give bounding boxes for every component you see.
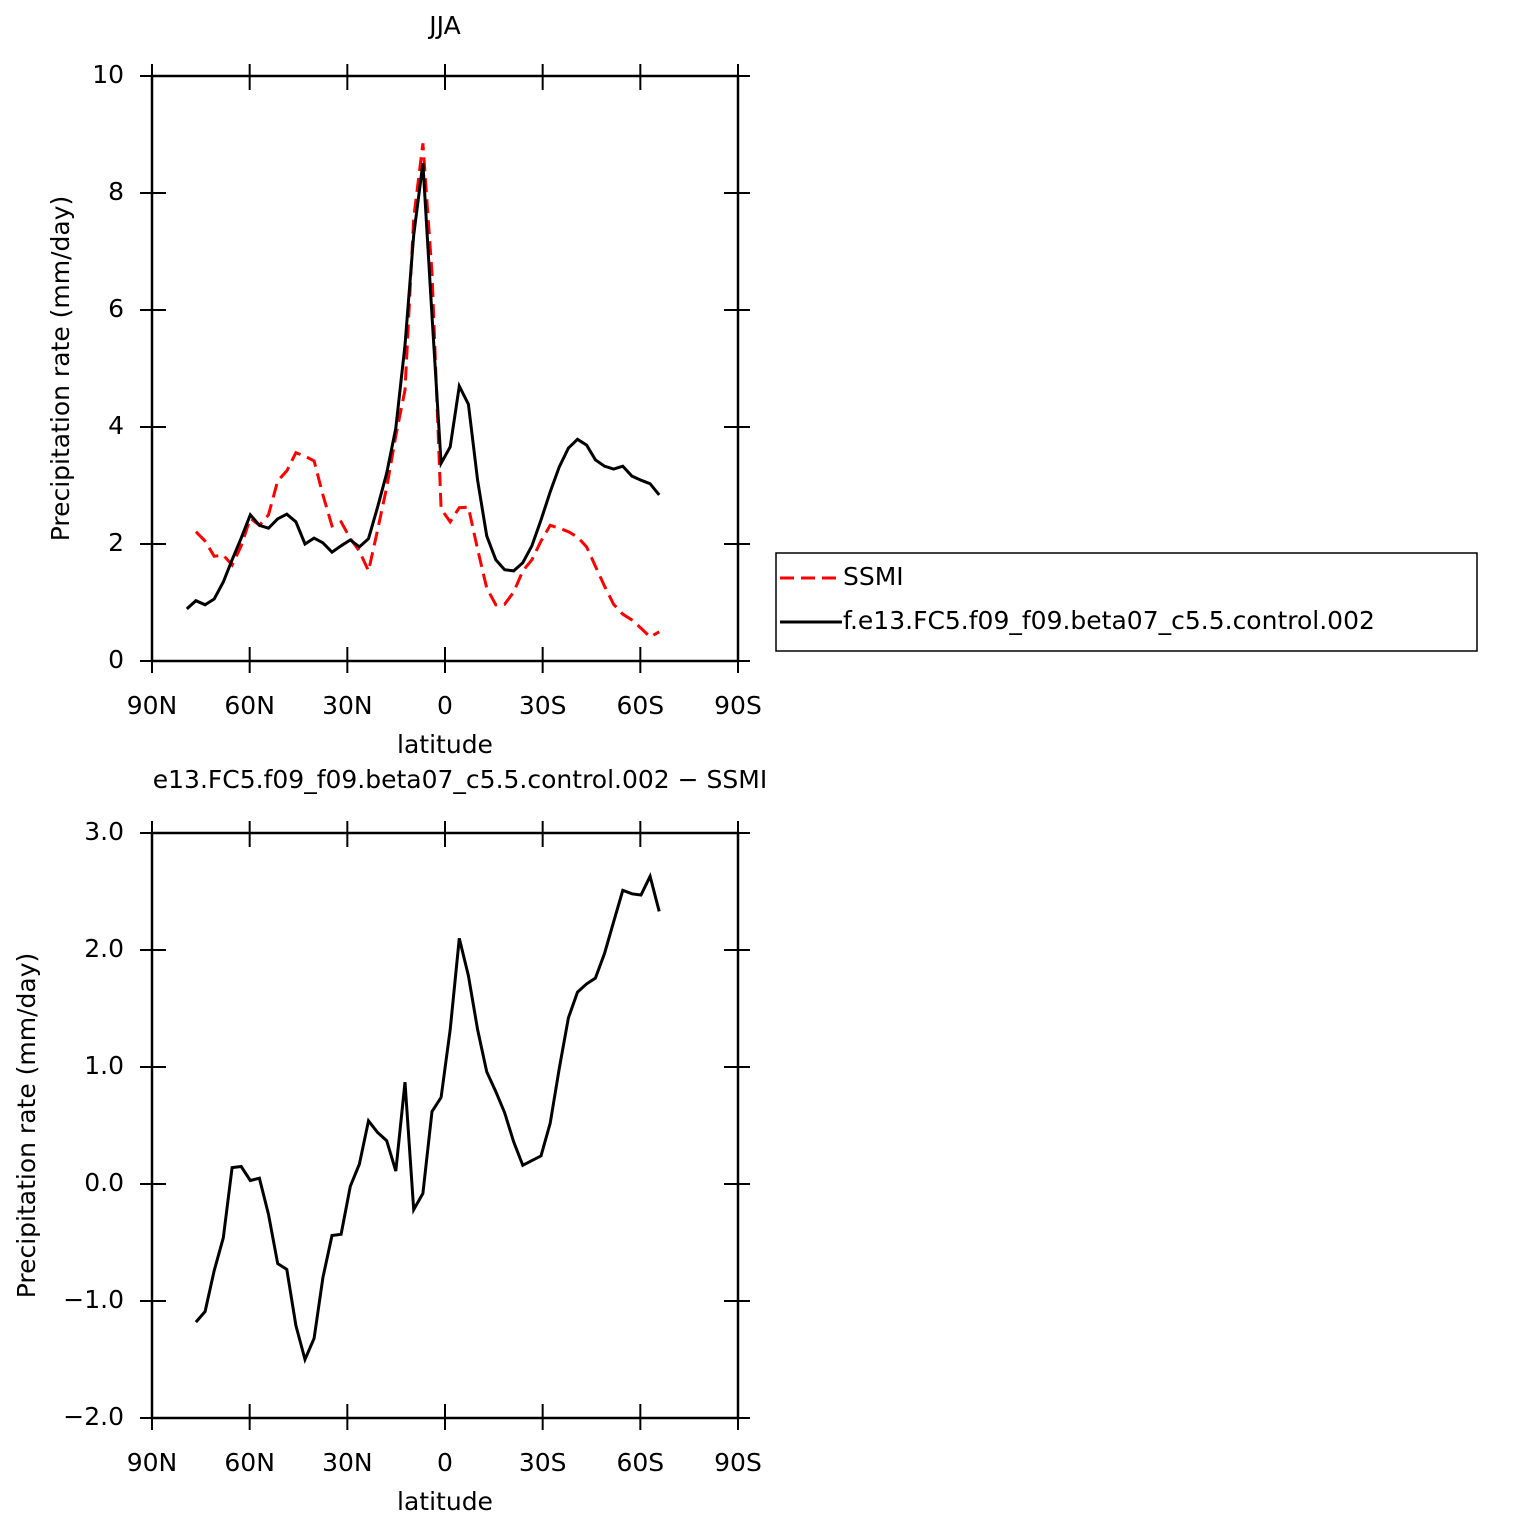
y-tick-label: 2 <box>108 528 124 557</box>
x-tick-label: 90S <box>714 691 762 720</box>
x-tick-label: 60S <box>616 1448 664 1477</box>
x-tick-label: 90N <box>127 1448 178 1477</box>
y-tick-label: 2.0 <box>84 934 124 963</box>
x-tick-label: 60N <box>224 1448 275 1477</box>
data-line <box>194 143 660 639</box>
y-tick-label: 8 <box>108 177 124 206</box>
y-tick-label: 3.0 <box>84 817 124 846</box>
x-tick-label: 0 <box>437 691 453 720</box>
legend-label: f.e13.FC5.f09_f09.beta07_c5.5.control.00… <box>843 606 1375 635</box>
x-tick-label: 30N <box>322 1448 373 1477</box>
x-tick-label: 90N <box>127 691 178 720</box>
x-axis-label: latitude <box>397 730 493 759</box>
y-tick-label: 0.0 <box>84 1168 124 1197</box>
x-tick-label: 90S <box>714 1448 762 1477</box>
plot-frame <box>150 74 740 663</box>
y-tick-label: 0 <box>108 645 124 674</box>
x-tick-label: 60N <box>224 691 275 720</box>
data-line <box>185 163 661 611</box>
y-tick-label: 4 <box>108 411 124 440</box>
y-tick-label: 1.0 <box>84 1051 124 1080</box>
y-tick-label: −2.0 <box>63 1402 124 1431</box>
chart-title: JJA <box>427 11 460 40</box>
x-tick-label: 0 <box>437 1448 453 1477</box>
y-axis-label: Precipitation rate (mm/day) <box>12 953 41 1299</box>
legend-label: SSMI <box>843 562 904 591</box>
x-tick-label: 30N <box>322 691 373 720</box>
chart-title: e13.FC5.f09_f09.beta07_c5.5.control.002 … <box>153 765 767 794</box>
y-tick-label: 6 <box>108 294 124 323</box>
legend-box <box>775 552 1478 652</box>
y-tick-label: 10 <box>92 60 124 89</box>
data-line <box>194 871 661 1365</box>
x-axis-label: latitude <box>397 1487 493 1516</box>
x-tick-label: 60S <box>616 691 664 720</box>
x-tick-label: 30S <box>519 1448 567 1477</box>
y-tick-label: −1.0 <box>63 1285 124 1314</box>
plot-frame <box>150 831 740 1420</box>
x-tick-label: 30S <box>519 691 567 720</box>
y-axis-label: Precipitation rate (mm/day) <box>46 196 75 542</box>
